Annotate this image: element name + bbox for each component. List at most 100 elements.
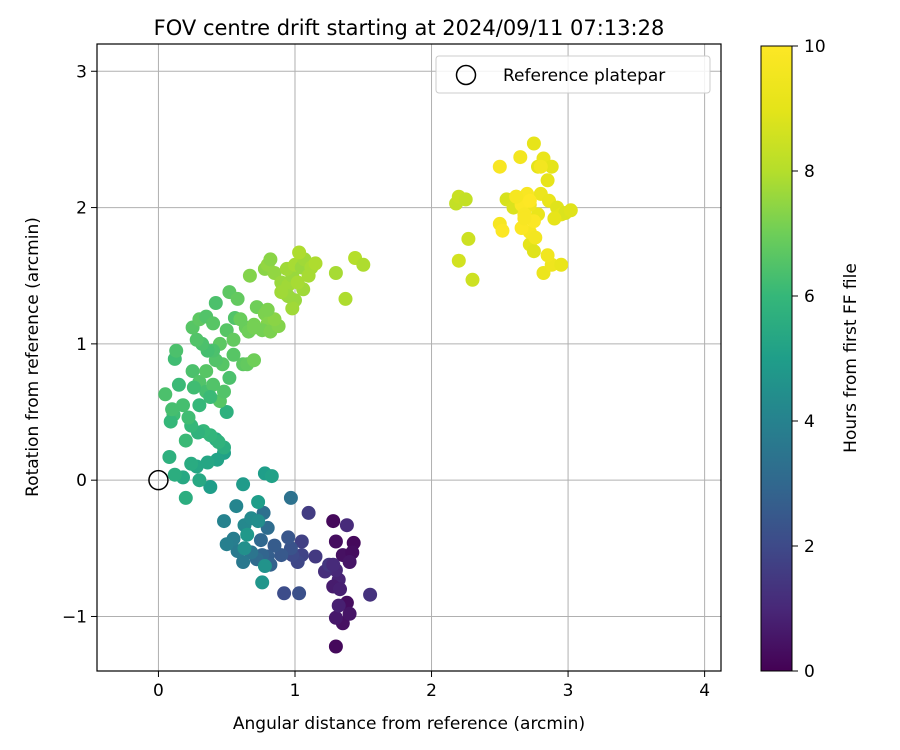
data-point [217,384,231,399]
data-point [526,136,541,151]
data-point [247,353,261,368]
colorbar-tick-label: 2 [804,537,815,557]
x-axis-ticks: 0 1 2 3 4 [153,671,710,701]
colorbar-tick-label: 4 [804,412,815,432]
data-point [563,203,578,218]
data-point [338,291,353,306]
data-point [554,257,569,272]
x-tick-label: 0 [153,681,164,701]
data-point [363,587,378,602]
data-point [237,541,252,556]
chart-title: FOV centre drift starting at 2024/09/11 … [154,16,665,40]
data-point [199,364,214,379]
data-point [292,245,307,260]
data-point [308,549,323,564]
data-point [253,533,268,548]
data-point [522,193,537,208]
data-point [230,291,245,306]
data-point [356,257,371,272]
legend-box [435,55,711,94]
y-tick-label: 1 [76,335,87,355]
data-point [217,514,231,529]
data-point [186,380,201,395]
x-axis-label: Angular distance from reference (arcmin) [233,714,585,734]
data-point [326,514,341,529]
data-point [513,150,528,165]
data-point [328,534,343,549]
data-point [301,505,316,520]
data-point [165,402,180,417]
y-axis-label: Rotation from reference (arcmin) [23,217,43,497]
data-points [158,136,578,654]
data-point [495,223,510,238]
data-point [285,301,300,316]
data-point [294,534,309,549]
data-point [277,586,292,601]
y-tick-label: 2 [76,199,87,219]
data-point [328,639,343,654]
colorbar-tick-label: 6 [804,287,815,307]
data-point [540,248,555,263]
data-point [169,343,184,358]
data-point [263,252,278,267]
data-point [206,377,221,392]
data-point [222,370,237,385]
x-tick-label: 3 [563,681,574,701]
data-point [257,559,272,573]
legend-label: Reference platepar [503,66,665,86]
data-point [290,275,305,290]
data-point [492,159,507,174]
data-point [342,606,357,621]
data-point [326,557,341,572]
colorbar-tick-label: 0 [804,662,815,682]
data-point [178,490,193,505]
x-tick-label: 2 [426,681,437,701]
colorbar-tick-label: 10 [804,37,826,57]
data-point [342,555,357,569]
data-point [192,398,207,413]
data-point [547,211,562,226]
data-point [281,530,296,545]
data-point [184,456,199,471]
y-tick-label: −1 [62,607,87,627]
data-point [260,302,275,317]
plot-frame [96,43,722,672]
colorbar-ticks: 0 2 4 6 8 10 [792,37,826,682]
data-point [264,469,279,484]
y-tick-label: 0 [76,471,87,491]
data-point [162,450,177,464]
colorbar-label: Hours from first FF file [841,263,861,453]
data-point [226,347,241,362]
data-point [292,586,307,601]
legend: Reference platepar [435,55,711,94]
data-point [208,296,223,310]
data-point [192,473,207,488]
data-point [236,477,251,492]
data-point [465,272,480,287]
data-point [528,230,543,245]
data-point [185,364,200,379]
y-axis-ticks: −1 0 1 2 3 [62,62,97,627]
data-point [171,377,186,392]
legend-marker [455,64,477,86]
colorbar [760,45,793,672]
data-point [236,555,251,569]
data-point [333,582,347,597]
data-point [267,538,282,553]
x-tick-label: 1 [290,681,301,701]
reference-platepar-marker [148,469,169,491]
data-point [533,159,548,174]
data-point [461,231,476,246]
data-point [178,433,193,448]
y-tick-label: 3 [76,62,87,82]
data-point [163,414,178,429]
data-point [509,189,524,204]
data-point [308,256,323,271]
data-point [458,192,473,207]
data-point [255,575,270,590]
data-point [451,253,466,268]
data-point [339,518,354,533]
reference-layer [148,469,169,491]
data-point [242,268,257,283]
data-point [240,527,255,542]
